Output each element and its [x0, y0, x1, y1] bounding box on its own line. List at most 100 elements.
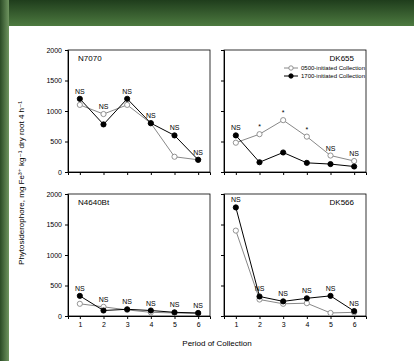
series-marker — [233, 140, 238, 145]
y-axis-title: Phytosiderophore, mg Fe³⁺ kg⁻¹ dry root … — [17, 101, 26, 265]
x-tick: 1 — [78, 316, 82, 328]
y-tick: 1000 — [46, 252, 68, 259]
annotation: NS — [278, 290, 288, 297]
panel: 123456NSNSNSNSNSNSDK566 — [221, 194, 367, 328]
series-marker — [101, 111, 106, 116]
series-marker — [233, 205, 238, 210]
y-tick-mark — [221, 255, 224, 256]
y-tick-mark — [221, 286, 224, 287]
y-tick-label: 500 — [50, 138, 62, 145]
series-marker — [172, 310, 177, 315]
x-tick-mark — [307, 172, 308, 175]
series-marker — [77, 293, 82, 298]
y-axis: 0500100015002000 — [46, 47, 68, 176]
series-marker — [196, 310, 201, 315]
plot-frame — [224, 50, 366, 172]
x-axis — [225, 172, 367, 175]
series-marker — [172, 310, 177, 315]
y-axis — [221, 51, 225, 173]
x-tick-mark — [175, 316, 176, 319]
x-tick — [175, 172, 176, 175]
x-tick: 5 — [329, 316, 333, 328]
x-tick-mark — [354, 172, 355, 175]
y-axis-line — [221, 195, 225, 317]
x-tick-mark — [283, 172, 284, 175]
background-band — [0, 0, 414, 26]
x-tick-mark — [127, 316, 128, 319]
y-tick-label: 500 — [50, 282, 62, 289]
x-tick — [198, 172, 199, 175]
y-tick-mark — [65, 194, 68, 195]
y-tick-mark — [65, 50, 68, 51]
x-tick — [151, 172, 152, 175]
annotation: NS — [326, 145, 336, 152]
annotation: NS — [75, 88, 85, 95]
panel: 0500100015002000123456NSNSNSNSNSNSN4640B… — [46, 191, 210, 328]
y-tick-label: 0 — [58, 169, 62, 176]
series-marker — [304, 134, 309, 139]
annotation: NS — [193, 302, 203, 309]
series-marker — [257, 160, 262, 165]
y-tick-mark — [221, 50, 224, 51]
x-axis — [69, 172, 211, 175]
x-tick-label: 5 — [173, 321, 177, 328]
legend-label: 1700-initiated Collection — [301, 73, 365, 79]
x-tick-mark — [151, 172, 152, 175]
series-marker — [196, 157, 201, 162]
series-marker — [148, 121, 153, 126]
series-marker — [281, 299, 286, 304]
series-marker — [328, 310, 333, 315]
series-marker — [77, 301, 82, 306]
x-tick-mark — [283, 316, 284, 319]
x-tick: 1 — [234, 316, 238, 328]
annotation: NS — [231, 124, 241, 131]
y-tick — [221, 255, 224, 256]
series-marker — [148, 121, 153, 126]
x-tick-label: 4 — [305, 321, 309, 328]
series-line — [80, 296, 198, 313]
y-tick — [221, 81, 224, 82]
annotation: NS — [255, 285, 265, 292]
x-tick-mark — [354, 316, 355, 319]
y-tick — [221, 194, 224, 195]
y-tick-mark — [221, 142, 224, 143]
y-tick-mark — [65, 81, 68, 82]
x-tick — [260, 172, 261, 175]
series-line — [80, 99, 198, 160]
y-tick-label: 1500 — [46, 77, 62, 84]
y-tick — [221, 286, 224, 287]
plot-frame — [224, 194, 366, 316]
x-tick-label: 2 — [102, 321, 106, 328]
series-marker — [125, 307, 130, 312]
y-tick-label: 1500 — [46, 221, 62, 228]
x-tick-label: 3 — [126, 321, 130, 328]
panel-title: DK655 — [330, 54, 355, 63]
series-marker — [328, 293, 333, 298]
x-tick-mark — [104, 172, 105, 175]
annotation: NS — [349, 150, 359, 157]
series-marker — [281, 150, 286, 155]
x-tick-mark — [236, 316, 237, 319]
y-axis-line — [65, 195, 69, 317]
x-tick — [236, 172, 237, 175]
annotation: NS — [326, 285, 336, 292]
annotation: NS — [170, 124, 180, 131]
x-tick-label: 1 — [78, 321, 82, 328]
y-tick: 0 — [58, 169, 68, 176]
annotation: NS — [170, 301, 180, 308]
x-tick-mark — [198, 316, 199, 319]
legend: 0500-initiated Collection1700-initiated … — [284, 65, 365, 79]
x-tick: 3 — [126, 316, 130, 328]
panel-title: DK566 — [330, 198, 355, 207]
plot-area — [233, 118, 357, 170]
x-tick-mark — [80, 316, 81, 319]
series-marker — [101, 308, 106, 313]
annotation: * — [305, 126, 308, 133]
y-tick — [221, 172, 224, 173]
annotation: * — [282, 109, 285, 116]
x-tick — [331, 172, 332, 175]
series-marker — [125, 96, 130, 101]
annotation: NS — [193, 149, 203, 156]
x-tick — [307, 172, 308, 175]
x-axis: 123456 — [69, 316, 211, 328]
